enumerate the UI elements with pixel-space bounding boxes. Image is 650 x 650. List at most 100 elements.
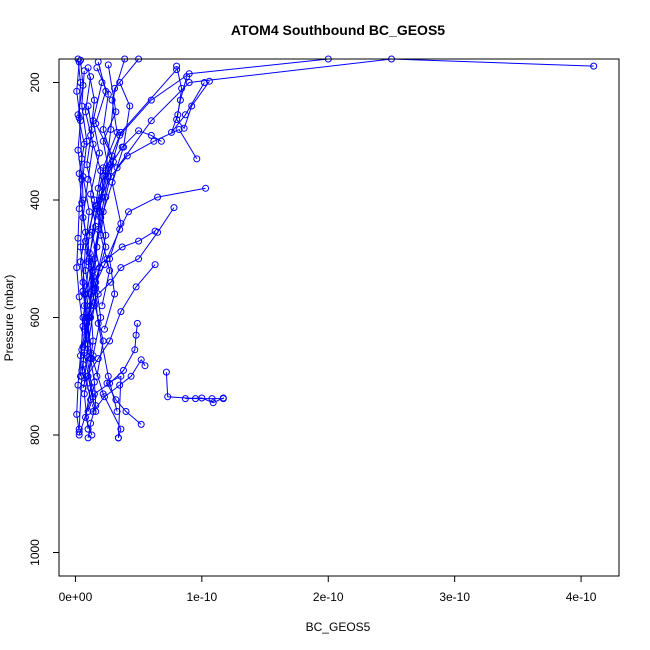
data-point xyxy=(117,128,125,136)
data-point xyxy=(209,399,217,407)
y-tick-label: 1000 xyxy=(28,539,42,566)
data-point xyxy=(84,372,92,380)
data-point xyxy=(73,410,81,418)
data-point xyxy=(92,284,100,292)
data-point xyxy=(120,143,127,151)
x-tick-label: 1e-10 xyxy=(186,590,217,604)
data-point xyxy=(117,220,125,227)
data-point xyxy=(202,184,210,192)
data-point xyxy=(112,396,120,404)
data-point xyxy=(99,137,107,145)
data-point xyxy=(88,355,96,363)
data-point xyxy=(83,161,91,169)
series-line-22 xyxy=(81,70,93,436)
data-point xyxy=(73,264,81,272)
x-tick-label: 2e-10 xyxy=(313,590,344,604)
data-point xyxy=(78,199,86,207)
data-point xyxy=(106,255,114,263)
data-point xyxy=(117,372,125,380)
data-point xyxy=(101,325,108,333)
data-point xyxy=(99,164,107,172)
data-point xyxy=(92,408,100,415)
data-point xyxy=(185,79,193,86)
data-point xyxy=(101,393,108,401)
data-point xyxy=(108,178,116,186)
data-point xyxy=(79,81,87,89)
data-point xyxy=(102,243,110,251)
data-point xyxy=(108,96,116,104)
data-point xyxy=(90,196,98,204)
data-point xyxy=(87,73,95,81)
x-tick-label: 0e+00 xyxy=(59,590,93,604)
y-axis-label: Pressure (mbar) xyxy=(2,275,16,362)
data-point xyxy=(82,267,89,274)
data-point xyxy=(83,316,91,324)
data-point xyxy=(180,124,188,132)
data-point xyxy=(168,128,175,136)
data-point xyxy=(112,108,120,116)
data-point xyxy=(164,393,172,401)
data-point xyxy=(84,175,92,183)
data-point xyxy=(114,434,122,442)
data-point xyxy=(99,337,107,345)
data-point xyxy=(133,319,141,327)
data-point xyxy=(113,164,121,172)
data-point xyxy=(82,413,89,421)
data-point xyxy=(84,408,92,415)
data-point xyxy=(147,117,155,125)
data-point xyxy=(193,155,201,163)
y-axis: 200 400 600 800 1000 xyxy=(28,72,60,566)
data-point xyxy=(113,408,121,415)
data-point xyxy=(79,287,87,295)
data-point xyxy=(147,96,155,104)
data-point xyxy=(208,395,216,403)
data-point xyxy=(97,214,105,222)
data-point xyxy=(73,87,81,95)
data-point xyxy=(117,425,125,433)
series-line-26 xyxy=(77,60,88,350)
series-line-6 xyxy=(81,187,206,371)
data-point xyxy=(125,208,132,216)
data-point xyxy=(99,126,107,133)
data-point xyxy=(219,394,227,402)
data-point xyxy=(88,431,96,439)
data-point xyxy=(93,372,101,380)
data-point xyxy=(104,372,112,380)
data-point xyxy=(87,384,95,392)
data-point xyxy=(118,243,126,251)
data-point xyxy=(106,267,114,274)
data-point xyxy=(84,102,92,110)
data-point xyxy=(135,127,143,135)
data-point xyxy=(89,408,97,415)
data-point xyxy=(173,62,181,70)
series-line-3 xyxy=(86,58,594,439)
data-point xyxy=(157,137,165,145)
data-point xyxy=(75,293,83,301)
x-axis-label: BC_GEOS5 xyxy=(306,620,371,634)
data-point xyxy=(111,290,119,298)
data-point xyxy=(116,79,124,86)
series-line-9 xyxy=(82,264,156,389)
data-point xyxy=(123,152,131,160)
data-point xyxy=(93,64,101,72)
plot-frame xyxy=(58,58,620,577)
x-axis: 0e+00 1e-10 2e-10 3e-10 4e-10 xyxy=(59,575,597,604)
data-point xyxy=(178,84,186,92)
data-point xyxy=(89,337,97,345)
data-point xyxy=(96,149,103,157)
series-line-18 xyxy=(83,61,113,384)
data-point xyxy=(116,381,124,389)
data-point xyxy=(132,331,140,339)
data-point xyxy=(75,170,83,178)
data-point xyxy=(101,261,108,269)
series-line-24 xyxy=(87,82,104,377)
data-point xyxy=(147,131,155,139)
data-point xyxy=(84,258,92,266)
data-point xyxy=(104,61,112,69)
y-tick-label: 200 xyxy=(28,72,42,92)
data-point xyxy=(87,302,95,310)
data-point xyxy=(198,394,206,402)
series-line-4 xyxy=(80,69,177,377)
data-point xyxy=(135,255,143,263)
